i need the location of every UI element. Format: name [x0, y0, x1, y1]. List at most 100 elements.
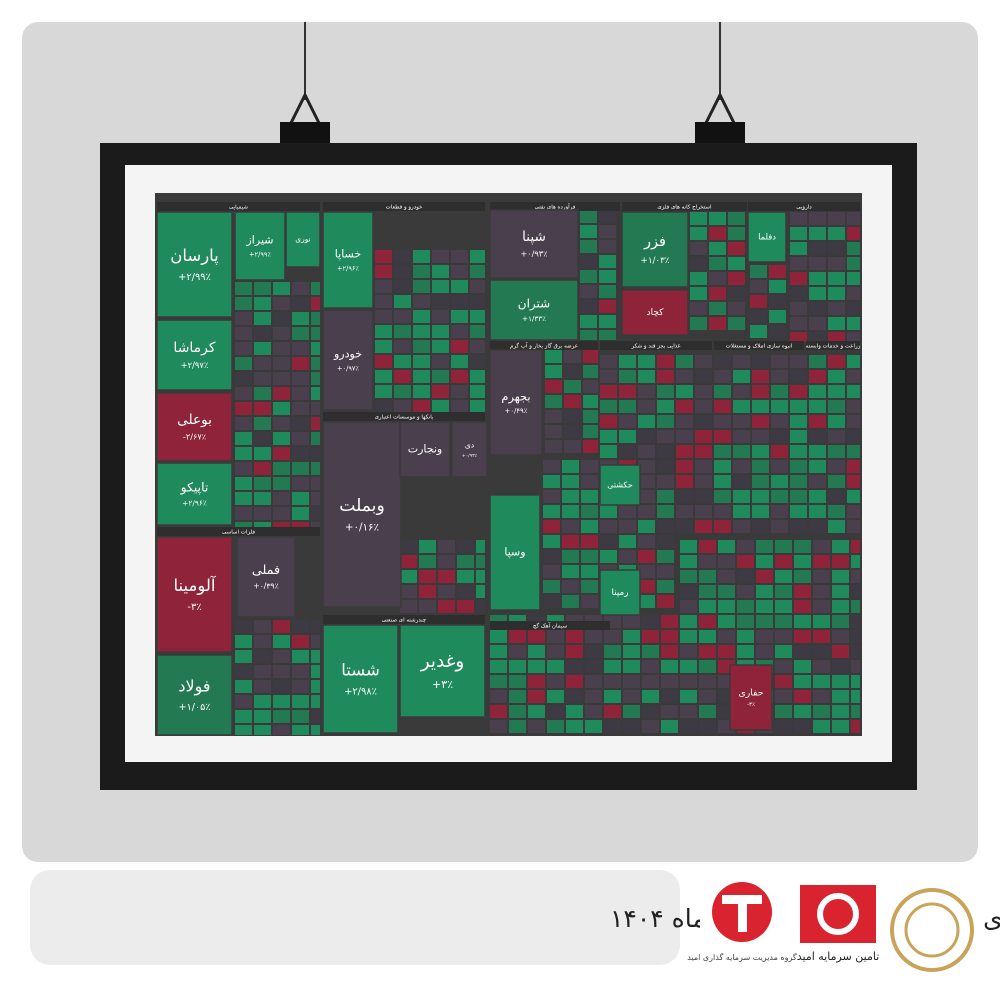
- tile-filler: [642, 660, 659, 673]
- tile-filler: [413, 370, 430, 383]
- tile-change: +۰/۹۳٪: [520, 249, 547, 259]
- tile-label: خساپا: [335, 248, 361, 261]
- tile-filler: [790, 227, 807, 240]
- tile-filler: [813, 615, 830, 628]
- tile-change: +۲/۹۷٪: [181, 360, 209, 370]
- tile-filler: [790, 355, 807, 368]
- tile-filler: [394, 340, 411, 353]
- tile-filler: [600, 535, 617, 548]
- tile-filler: [470, 280, 485, 293]
- tile-filler: [832, 585, 849, 598]
- tile-filler: [543, 535, 560, 548]
- tile-filler: [547, 645, 564, 658]
- tile-filler: [847, 317, 860, 330]
- tile-filler: [769, 295, 786, 308]
- tile-filler: [661, 705, 678, 718]
- tile-filler: [580, 240, 597, 253]
- tile-filler: [733, 430, 750, 443]
- tile-filler: [311, 417, 320, 430]
- tile-filler: [690, 242, 707, 255]
- tile-filler: [235, 695, 252, 708]
- tile-filler: [273, 665, 290, 678]
- tile-filler: [432, 385, 449, 398]
- tile-filler: [832, 630, 849, 643]
- tile-filler: [311, 462, 320, 475]
- tile-filler: [832, 645, 849, 658]
- tile-filler: [813, 720, 830, 733]
- tile-filler: [809, 317, 826, 330]
- tile-filler: [709, 212, 726, 225]
- tile-filler: [432, 250, 449, 263]
- tile-filler: [809, 212, 826, 225]
- tile-filler: [273, 387, 290, 400]
- tile-filler: [623, 660, 640, 673]
- tile-filler: [580, 270, 597, 283]
- tile-filler: [680, 705, 697, 718]
- tile-filler: [794, 645, 811, 658]
- tile-filler: [311, 282, 320, 295]
- tile-filler: [828, 370, 845, 383]
- tile-filler: [752, 400, 769, 413]
- tile-filler: [476, 600, 485, 613]
- tile-filler: [476, 585, 485, 598]
- tile-filler: [394, 310, 411, 323]
- tile-filler: [828, 227, 845, 240]
- tile-filler: [547, 675, 564, 688]
- sector-label: شیمیایی: [229, 205, 248, 211]
- tile-filler: [728, 242, 745, 255]
- tile-filler: [680, 540, 697, 553]
- tile-filler: [809, 287, 826, 300]
- tile-filler: [737, 555, 754, 568]
- tile-filler: [375, 310, 392, 323]
- tile-filler: [509, 645, 526, 658]
- tile-filler: [699, 615, 716, 628]
- tile-filler: [809, 355, 826, 368]
- tile-filler: [752, 370, 769, 383]
- tile-filler: [790, 520, 807, 533]
- tile-filler: [432, 340, 449, 353]
- tile-filler: [737, 615, 754, 628]
- tile-filler: [699, 540, 716, 553]
- tile-filler: [828, 317, 845, 330]
- tile-filler: [599, 210, 616, 223]
- tile-filler: [851, 615, 860, 628]
- tile-filler: [545, 350, 562, 363]
- tile-filler: [699, 585, 716, 598]
- tile-filler: [600, 415, 617, 428]
- tile-filler: [828, 400, 845, 413]
- tile-filler: [657, 415, 674, 428]
- tile-change: -۳٪: [747, 702, 755, 708]
- tile-filler: [562, 565, 579, 578]
- sector-strip: [748, 202, 860, 211]
- tile-filler: [680, 630, 697, 643]
- tile-filler: [292, 695, 309, 708]
- tile-filler: [733, 400, 750, 413]
- logo-bank: [904, 902, 960, 958]
- tile-filler: [733, 385, 750, 398]
- tile-filler: [847, 212, 860, 225]
- tile-filler: [311, 297, 320, 310]
- tile-filler: [809, 460, 826, 473]
- tile-filler: [737, 600, 754, 613]
- tile-filler: [794, 630, 811, 643]
- tile-filler: [828, 257, 845, 270]
- tile-filler: [254, 695, 271, 708]
- tile-filler: [809, 257, 826, 270]
- tile-filler: [394, 295, 411, 308]
- tile-change: +۰/۹۳٪: [462, 453, 478, 459]
- tile-filler: [657, 550, 674, 563]
- tile-filler: [813, 690, 830, 703]
- tile-filler: [657, 580, 674, 593]
- tile-filler: [638, 490, 655, 503]
- tile-filler: [254, 342, 271, 355]
- tile-filler: [718, 570, 735, 583]
- tile-filler: [813, 705, 830, 718]
- tile-filler: [254, 297, 271, 310]
- tile-filler: [581, 580, 598, 593]
- tile-filler: [375, 265, 392, 278]
- tile-filler: [714, 505, 731, 518]
- tile-filler: [728, 227, 745, 240]
- logo-group-text: گروه مدیریت سرمایه گذاری امید: [687, 952, 797, 962]
- tile-filler: [375, 355, 392, 368]
